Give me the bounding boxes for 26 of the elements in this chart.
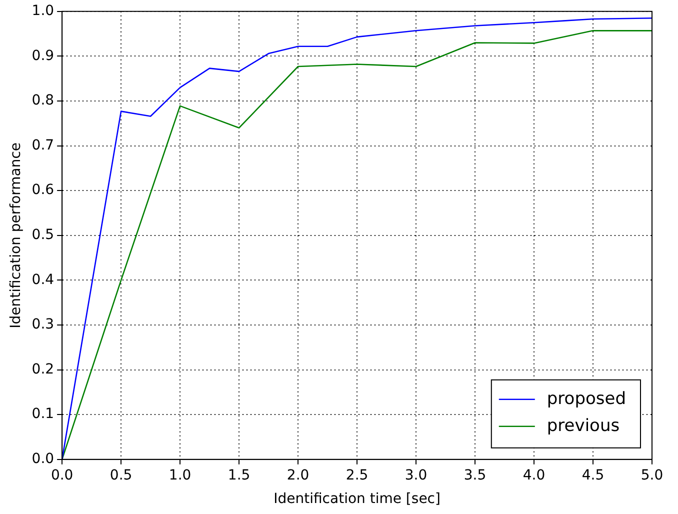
y-tick-label: 0.6: [32, 182, 54, 198]
y-axis-title: Identification performance: [8, 142, 24, 328]
x-tick-label: 0.0: [50, 467, 74, 484]
y-tick-label: 0.7: [32, 137, 54, 154]
y-tick-label: 0.0: [32, 451, 54, 468]
x-tick-label: 1.5: [228, 467, 250, 484]
y-tick-label: 1.0: [32, 3, 54, 20]
x-tick-label: 4.5: [582, 467, 604, 484]
x-tick-label: 2.5: [346, 467, 368, 484]
x-tick-label: 3.0: [404, 467, 428, 484]
x-tick-label: 4.0: [522, 467, 546, 484]
legend-label: previous: [546, 416, 620, 436]
x-tick-label: 1.0: [168, 467, 192, 484]
x-axis-title: Identification time [sec]: [274, 491, 440, 508]
y-tick-label: 0.8: [32, 92, 54, 109]
x-tick-label: 3.5: [464, 467, 486, 484]
y-tick-label: 0.5: [32, 227, 54, 244]
legend-label: proposed: [546, 388, 626, 409]
x-tick-label: 0.5: [110, 467, 132, 484]
y-tick-label: 0.4: [32, 272, 54, 288]
y-tick-label: 0.9: [32, 48, 54, 64]
y-tick-label: 0.3: [32, 316, 54, 333]
x-tick-label: 2.0: [286, 467, 310, 484]
y-tick-label: 0.1: [32, 406, 54, 422]
y-tick-label: 0.2: [32, 361, 54, 378]
x-tick-label: 5.0: [640, 467, 664, 484]
